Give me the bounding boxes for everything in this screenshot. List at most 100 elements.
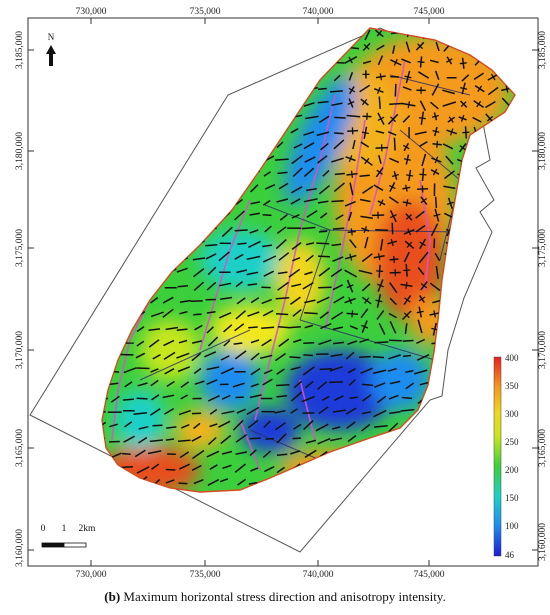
stress-dash (416, 338, 426, 344)
stress-dash (236, 269, 248, 274)
right-tick-label: 3,170,000 (538, 331, 548, 369)
stress-dash (333, 182, 345, 192)
stress-dash (246, 271, 259, 276)
stress-dash (301, 226, 316, 230)
stress-dash (207, 395, 220, 402)
stress-dash (250, 297, 260, 304)
stress-dash (205, 253, 217, 260)
stress-dash (375, 130, 385, 134)
stress-dash (222, 464, 232, 470)
stress-dash (349, 182, 354, 196)
top-tick-label: 740,000 (303, 7, 334, 17)
stress-dash (206, 450, 220, 458)
stress-dash (405, 369, 414, 374)
stress-dash (278, 338, 290, 348)
stress-dash (219, 312, 232, 319)
stress-dash (221, 394, 231, 400)
stress-dash (376, 310, 385, 320)
stress-dash (446, 201, 454, 206)
stress-dash (166, 426, 177, 429)
stress-dash (485, 100, 496, 109)
stress-dash (276, 433, 287, 444)
stress-dash (150, 379, 159, 387)
stress-dash (191, 435, 202, 442)
stress-dash (402, 339, 414, 342)
stress-dash (306, 187, 317, 192)
stress-dash (148, 339, 160, 348)
stress-dash (448, 116, 454, 123)
stress-dash (292, 257, 301, 262)
stress-dash (317, 200, 329, 204)
stress-dash (360, 308, 369, 319)
stress-dash (416, 354, 430, 361)
stress-dash (207, 436, 217, 446)
stress-dash (330, 90, 343, 93)
stress-dash (278, 252, 290, 261)
stress-dash (361, 324, 369, 329)
colorbar-label: 200 (505, 465, 519, 475)
stress-dash (277, 281, 289, 291)
stress-dash (430, 101, 439, 110)
stress-dash (331, 200, 344, 203)
stress-dash (237, 478, 247, 486)
stress-dash (334, 172, 345, 176)
stress-dash (248, 240, 261, 248)
stress-dash (274, 158, 289, 161)
stress-dash (431, 114, 439, 118)
stress-dash (462, 131, 470, 134)
stress-dash (164, 368, 175, 375)
stress-dash (403, 312, 410, 319)
right-tick-label: 3,185,000 (538, 31, 548, 69)
stress-dash (166, 380, 175, 388)
stress-dash (477, 85, 483, 92)
stress-dash (235, 310, 246, 320)
stress-dash (389, 410, 401, 415)
stress-dash (318, 185, 330, 195)
top-tick-label: 730,000 (76, 7, 107, 17)
stress-dash (249, 229, 259, 234)
stress-dash (505, 85, 509, 93)
left-tick-label: 3,185,000 (15, 31, 25, 69)
stress-dash (415, 210, 425, 219)
stress-dash (378, 322, 386, 335)
stress-dash (460, 114, 465, 122)
stress-dash (234, 463, 246, 473)
bottom-tick-label: 745,000 (414, 570, 445, 580)
stress-dash (388, 422, 399, 433)
scale-label: 0 (41, 524, 46, 534)
stress-dash (304, 271, 313, 276)
stress-dash (364, 29, 371, 41)
stress-dash (417, 60, 425, 63)
stress-dash (358, 269, 373, 275)
stress-dash (275, 297, 290, 300)
stress-dash (318, 339, 332, 346)
left-tick-label: 3,175,000 (15, 229, 25, 267)
stress-dash (150, 368, 159, 373)
right-tick-label: 3,180,000 (538, 132, 548, 170)
stress-dash (335, 214, 344, 221)
bottom-tick-label: 730,000 (76, 570, 107, 580)
stress-dash (233, 210, 245, 221)
stress-dash (377, 253, 381, 261)
stress-dash (191, 464, 202, 471)
stress-dash (165, 438, 175, 441)
stress-dash (318, 406, 329, 415)
right-tick-label: 3,160,000 (538, 523, 548, 561)
stress-dash (361, 253, 373, 263)
stress-dash (264, 225, 272, 233)
stress-dash (259, 354, 273, 360)
stress-dash (123, 367, 137, 374)
stress-dash (304, 311, 318, 315)
caption-label: (b) (104, 589, 121, 604)
stress-dash (305, 439, 317, 444)
stress-dash (378, 96, 381, 109)
stress-dash (192, 340, 203, 344)
stress-dash (349, 396, 358, 399)
stress-dash (347, 368, 356, 374)
stress-dash (393, 58, 398, 66)
stress-dash (193, 367, 202, 375)
stress-dash (344, 269, 358, 278)
stress-dash (419, 100, 427, 111)
stress-dash (403, 269, 411, 272)
stress-dash (389, 282, 398, 294)
